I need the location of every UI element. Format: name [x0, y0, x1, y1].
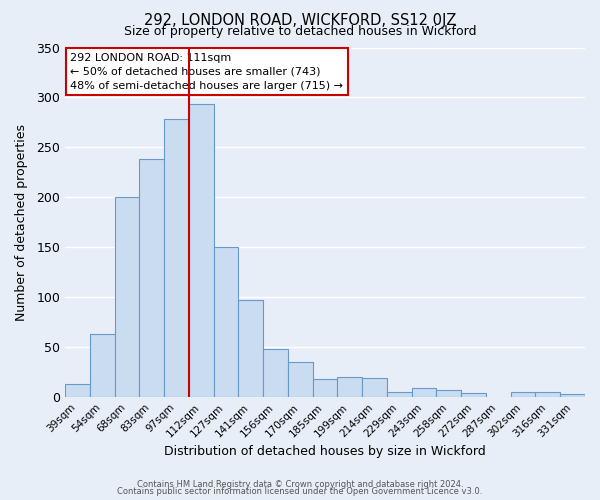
Bar	[189, 104, 214, 397]
Text: Contains HM Land Registry data © Crown copyright and database right 2024.: Contains HM Land Registry data © Crown c…	[137, 480, 463, 489]
Bar	[263, 350, 288, 397]
X-axis label: Distribution of detached houses by size in Wickford: Distribution of detached houses by size …	[164, 444, 486, 458]
Bar	[362, 378, 387, 397]
Bar	[288, 362, 313, 397]
Bar	[461, 393, 486, 397]
Bar	[90, 334, 115, 397]
Text: Contains public sector information licensed under the Open Government Licence v3: Contains public sector information licen…	[118, 487, 482, 496]
Bar	[412, 388, 436, 397]
Bar	[65, 384, 90, 397]
Bar	[560, 394, 585, 397]
Bar	[511, 392, 535, 397]
Text: 292 LONDON ROAD: 111sqm
← 50% of detached houses are smaller (743)
48% of semi-d: 292 LONDON ROAD: 111sqm ← 50% of detache…	[70, 52, 343, 90]
Bar	[387, 392, 412, 397]
Bar	[436, 390, 461, 397]
Bar	[535, 392, 560, 397]
Bar	[337, 377, 362, 397]
Bar	[164, 120, 189, 397]
Y-axis label: Number of detached properties: Number of detached properties	[15, 124, 28, 321]
Bar	[115, 198, 139, 397]
Bar	[313, 379, 337, 397]
Bar	[238, 300, 263, 397]
Text: Size of property relative to detached houses in Wickford: Size of property relative to detached ho…	[124, 25, 476, 38]
Bar	[214, 248, 238, 397]
Bar	[139, 160, 164, 397]
Text: 292, LONDON ROAD, WICKFORD, SS12 0JZ: 292, LONDON ROAD, WICKFORD, SS12 0JZ	[144, 12, 456, 28]
